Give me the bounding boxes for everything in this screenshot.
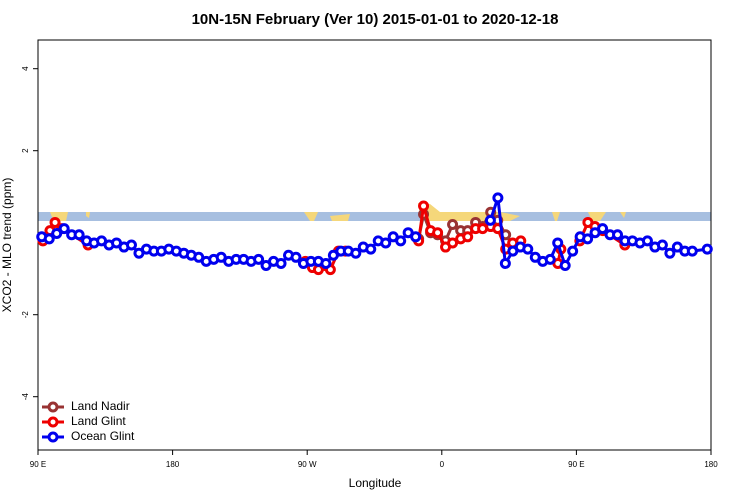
data-point [418, 200, 430, 212]
x-tick-label: 90 E [30, 460, 46, 469]
legend-marker [47, 431, 59, 443]
data-point [73, 229, 85, 241]
data-point [253, 253, 265, 265]
y-tick-label: -4 [21, 393, 30, 401]
x-tick-label: 0 [440, 460, 445, 469]
data-point [522, 243, 534, 255]
data-point [656, 239, 668, 251]
x-tick-label: 90 W [298, 460, 317, 469]
legend-marker [47, 401, 59, 413]
y-tick-label: -2 [21, 311, 30, 319]
y-tick-label: 4 [21, 66, 30, 71]
chart-title: 10N-15N February (Ver 10) 2015-01-01 to … [192, 11, 559, 28]
data-point [43, 233, 55, 245]
data-point [49, 216, 61, 228]
data-point [320, 257, 332, 269]
data-point [567, 245, 579, 257]
data-point [582, 233, 594, 245]
ocean-band [38, 212, 711, 221]
map-strip [38, 203, 711, 221]
data-point [484, 214, 496, 226]
data-point [544, 253, 556, 265]
y-tick-label: 2 [21, 148, 30, 153]
x-tick-label: 90 E [568, 460, 584, 469]
legend-marker [47, 416, 59, 428]
data-point [350, 247, 362, 259]
x-axis-label: Longitude [349, 476, 402, 490]
data-point [612, 229, 624, 241]
data-point [432, 227, 444, 239]
data-point [552, 237, 564, 249]
x-tick-label: 180 [166, 460, 180, 469]
x-tick-label: 180 [704, 460, 718, 469]
data-point [275, 257, 287, 269]
data-point [410, 231, 422, 243]
data-point [365, 243, 377, 255]
legend-label: Land Glint [71, 414, 126, 428]
plot-frame [37, 39, 712, 451]
data-point [597, 223, 609, 235]
data-point [395, 235, 407, 247]
data-point [701, 243, 713, 255]
data-point [492, 192, 504, 204]
legend-label: Land Nadir [71, 399, 130, 413]
data-point [58, 223, 70, 235]
data-point [51, 228, 63, 240]
data-point [499, 257, 511, 269]
data-point [462, 231, 474, 243]
data-point [447, 237, 459, 249]
data-point [447, 219, 459, 230]
data-point [664, 247, 676, 259]
data-point [125, 239, 137, 251]
data-point [290, 251, 302, 263]
data-point [641, 235, 653, 247]
y-axis-label: XCO2 - MLO trend (ppm) [0, 178, 14, 313]
data-point [559, 260, 571, 271]
legend-label: Ocean Glint [71, 429, 135, 443]
data-point [380, 237, 392, 249]
data-point [686, 245, 698, 257]
